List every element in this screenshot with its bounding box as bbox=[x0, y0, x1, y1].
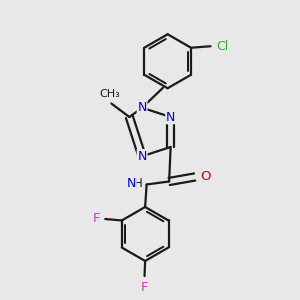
Text: H: H bbox=[134, 177, 143, 190]
Text: N: N bbox=[127, 177, 136, 190]
Text: CH₃: CH₃ bbox=[100, 89, 120, 99]
Text: N: N bbox=[166, 110, 175, 124]
Text: N: N bbox=[137, 150, 147, 163]
Text: F: F bbox=[93, 212, 101, 226]
Text: O: O bbox=[201, 170, 211, 184]
Text: Cl: Cl bbox=[217, 40, 229, 53]
Text: N: N bbox=[137, 101, 147, 114]
Text: F: F bbox=[141, 281, 148, 294]
